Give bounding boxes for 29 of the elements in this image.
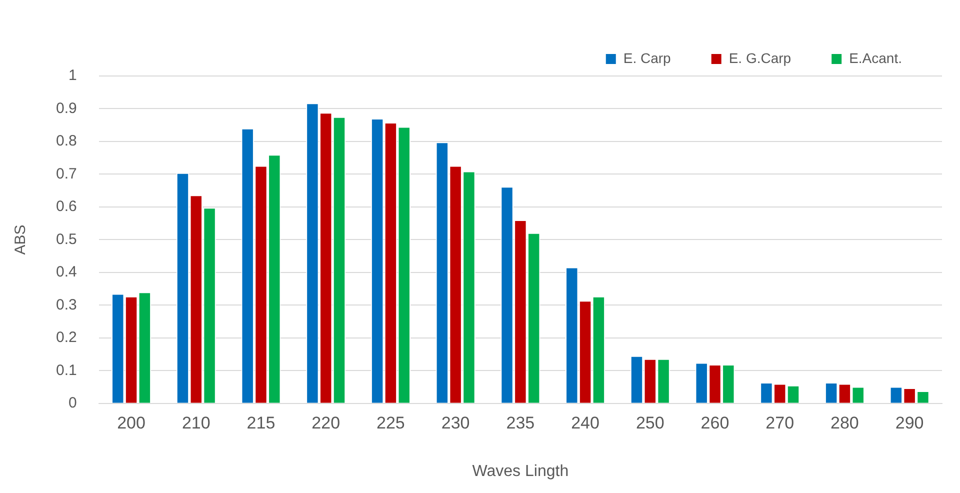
x-tick-label: 240 [571, 413, 600, 432]
y-tick-label: 0.9 [56, 100, 77, 117]
y-tick-label: 0.5 [56, 230, 77, 248]
y-tick-label: 0.4 [56, 264, 77, 281]
y-tick-label: 1 [68, 67, 77, 84]
y-tick-label: 0 [68, 394, 77, 412]
x-tick-label: 280 [830, 413, 859, 432]
x-tick-label: 200 [117, 413, 146, 432]
x-tick-label: 230 [441, 413, 470, 432]
x-tick-label: 210 [182, 413, 210, 432]
x-tick-label: 270 [766, 413, 794, 432]
legend-label: E. Carp [623, 50, 672, 66]
y-tick-label: 0.2 [56, 329, 77, 346]
y-tick-label: 0.7 [56, 165, 77, 182]
x-tick-label: 290 [895, 413, 924, 432]
y-axis-title: ABS [12, 224, 30, 255]
y-tick-label: 0.6 [56, 198, 77, 216]
x-tick-label: 215 [246, 413, 276, 432]
x-tick-label: 220 [312, 413, 340, 432]
x-tick-label: 250 [636, 413, 664, 432]
y-tick-label: 0.8 [56, 132, 77, 150]
y-tick-label: 0.3 [56, 296, 77, 314]
legend-label: E.Acant. [849, 50, 902, 66]
y-tick-label: 0.1 [56, 362, 77, 379]
x-tick-label: 235 [506, 413, 535, 432]
x-axis-title: Waves Lingth [472, 462, 569, 480]
x-tick-label: 260 [700, 413, 730, 432]
legend-label: E. G.Carp [728, 50, 792, 66]
x-tick-label: 225 [376, 413, 405, 432]
